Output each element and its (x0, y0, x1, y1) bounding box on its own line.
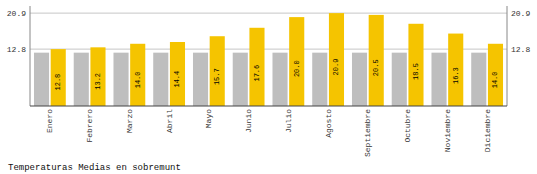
bar (272, 53, 287, 106)
data-label: 20.5 (372, 59, 380, 76)
bars (34, 13, 503, 106)
bar (352, 53, 367, 106)
data-labels: 12.8 13.2 14.0 14.4 15.7 17.6 20.0 20.9 20.5 18.5… (54, 59, 499, 91)
bar (289, 17, 304, 106)
data-label: 16.3 (452, 67, 460, 84)
x-tick-label: Julio (284, 109, 293, 133)
x-tick-label: Diciembre (483, 109, 492, 152)
data-label: 15.7 (213, 68, 221, 85)
x-tick-label: Marzo (125, 109, 134, 133)
x-tick-label: Enero (45, 109, 54, 133)
x-tick-label: Abril (165, 109, 174, 133)
bar (408, 24, 423, 106)
grid (30, 13, 507, 49)
baseline (30, 105, 507, 106)
x-tick-label: Junio (244, 109, 253, 133)
y-tick-label: 20.9 (7, 9, 26, 18)
x-tick-label: Febrero (85, 109, 94, 143)
bar (369, 15, 384, 106)
x-tick-label: Octubre (403, 109, 412, 143)
x-tick-label: Agosto (324, 109, 333, 138)
bar (130, 44, 145, 106)
bar (392, 53, 407, 106)
x-tick-label: Noviembre (443, 109, 452, 152)
title: Temperaturas Medias en sobremunt (8, 163, 181, 173)
y-axis-line (30, 6, 31, 106)
y2-tick-label: 20.9 (511, 9, 530, 18)
grid-line (30, 13, 507, 14)
chart: 12.8 13.2 14.0 14.4 15.7 17.6 20.0 20.9 20.5 18.5… (0, 0, 537, 174)
bar (233, 53, 248, 106)
data-label: 17.6 (253, 65, 261, 82)
bar (249, 28, 264, 106)
bar (90, 47, 105, 106)
bar (113, 53, 128, 106)
data-label: 14.4 (173, 71, 181, 88)
data-label: 20.9 (332, 59, 340, 76)
bar (74, 53, 89, 106)
bar (34, 53, 49, 106)
bar (170, 42, 185, 106)
data-label: 20.0 (293, 60, 301, 77)
bar (210, 36, 225, 106)
bar (312, 53, 327, 106)
bar (488, 44, 503, 106)
bar (153, 53, 168, 106)
y-tick-label: 12.8 (7, 45, 26, 54)
data-label: 12.8 (54, 74, 62, 91)
data-label: 14.0 (491, 71, 499, 88)
x-tick-label: Septiembre (363, 109, 372, 157)
bar (193, 53, 208, 106)
bar (51, 49, 66, 106)
bar (431, 53, 446, 106)
y2-axis-line (507, 6, 508, 106)
bar (329, 13, 344, 106)
data-label: 13.2 (94, 73, 102, 90)
x-tick-label: Mayo (204, 109, 213, 128)
data-label: 18.5 (412, 63, 420, 80)
y2-tick-label: 12.8 (511, 45, 530, 54)
bar (471, 53, 486, 106)
bar (448, 34, 463, 106)
data-label: 14.0 (134, 71, 142, 88)
